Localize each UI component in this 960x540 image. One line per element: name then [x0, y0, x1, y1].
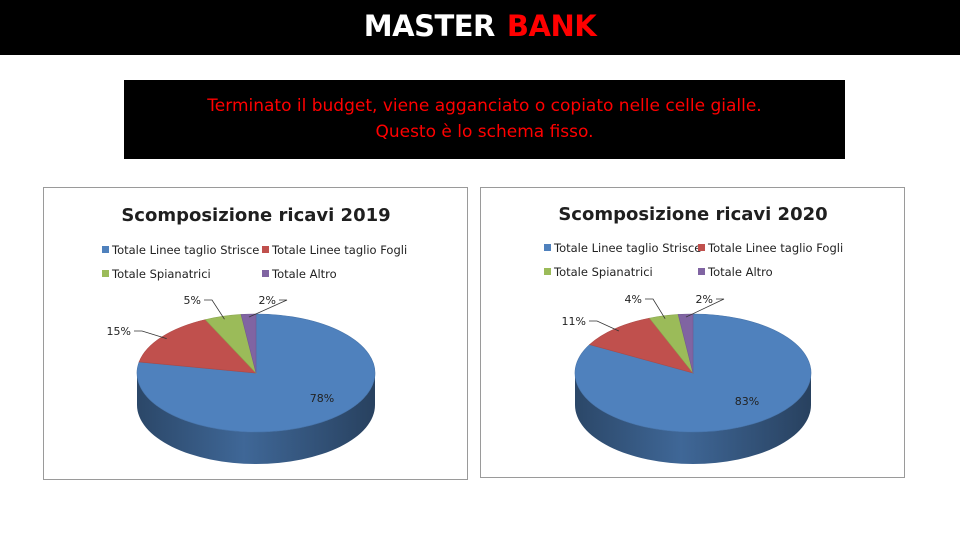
legend-swatch	[544, 244, 551, 251]
leader-line	[589, 320, 620, 332]
data-label: 78%	[310, 392, 334, 405]
chart-panel-2019: Scomposizione ricavi 2019 Totale Linee ta…	[43, 187, 468, 480]
pie-chart-2020: Scomposizione ricavi 2020 Totale Linee ta…	[544, 204, 843, 464]
brand-word-master: MASTER	[363, 9, 496, 43]
legend-swatch	[262, 270, 269, 277]
data-label: 2%	[259, 294, 276, 307]
data-label: 15%	[107, 325, 131, 338]
legend-swatch	[544, 268, 551, 275]
legend-entry: Totale Linee taglio Fogli	[707, 241, 843, 255]
legend-swatch	[262, 246, 269, 253]
data-label: 2%	[696, 293, 713, 306]
legend-swatch	[102, 270, 109, 277]
legend-entry: Totale Linee taglio Strisce	[553, 241, 701, 255]
pie-slice-side	[137, 373, 375, 464]
legend-swatch	[698, 244, 705, 251]
leader-line	[134, 330, 167, 340]
legend-entry: Totale Spianatrici	[111, 267, 211, 281]
data-label: 4%	[625, 293, 642, 306]
instruction-line-1: Terminato il budget, viene agganciato o …	[207, 96, 762, 116]
chart-title: Scomposizione ricavi 2020	[558, 204, 827, 225]
data-label: 5%	[184, 294, 201, 307]
pie-slice-side	[575, 373, 811, 464]
leader-line	[645, 298, 666, 319]
legend-entry: Totale Spianatrici	[553, 265, 653, 279]
instruction-line-2: Questo è lo schema fisso.	[375, 122, 594, 142]
legend-entry: Totale Altro	[707, 265, 773, 279]
legend-swatch	[698, 268, 705, 275]
data-label: 11%	[562, 315, 586, 328]
legend-entry: Totale Linee taglio Fogli	[271, 243, 407, 257]
instruction-box: Terminato il budget, viene agganciato o …	[124, 80, 845, 159]
pie-chart-2019: Scomposizione ricavi 2019 Totale Linee ta…	[102, 205, 407, 464]
header-bar: MASTER BANK	[0, 0, 960, 55]
leader-line	[685, 298, 725, 318]
legend-swatch	[102, 246, 109, 253]
legend-entry: Totale Altro	[271, 267, 337, 281]
leader-line	[248, 299, 288, 318]
brand-word-bank: BANK	[506, 9, 597, 43]
brand-title: MASTER BANK	[363, 9, 597, 43]
data-label: 83%	[735, 395, 759, 408]
chart-panel-2020: Scomposizione ricavi 2020 Totale Linee ta…	[480, 187, 905, 478]
chart-title: Scomposizione ricavi 2019	[121, 205, 390, 226]
leader-line	[204, 299, 225, 320]
legend-entry: Totale Linee taglio Strisce	[111, 243, 259, 257]
